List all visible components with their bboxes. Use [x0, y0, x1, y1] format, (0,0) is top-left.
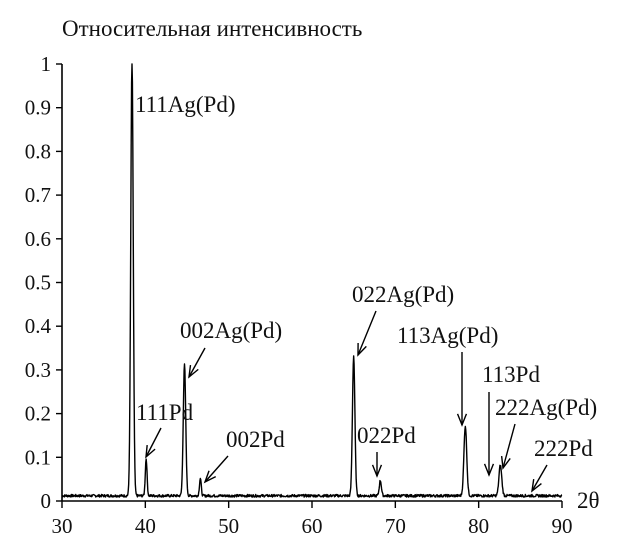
y-tick-label: 0.9: [25, 96, 51, 120]
series-group: [61, 63, 563, 498]
y-tick-label: 0: [41, 489, 52, 513]
y-tick-label: 0.7: [25, 183, 51, 207]
annotation-arrow-line: [502, 423, 516, 469]
annotation-arrow-line: [357, 310, 377, 356]
peak-label: 111Pd: [136, 400, 194, 425]
y-tick-label: 0.8: [25, 139, 51, 163]
axes: 0 0.1 0.2 0.3 0.4 0.5 0.6 0.7 0.8 0.9 1 30 40 50 60 70 8…: [25, 52, 573, 538]
peak-label: 022Pd: [357, 423, 416, 448]
annotation-arrow-line: [145, 427, 162, 458]
annotation-arrow-line: [531, 464, 548, 492]
x-tick-label: 60: [302, 514, 323, 538]
x-tick-label: 70: [385, 514, 406, 538]
annotation-arrow-head: [500, 455, 511, 470]
chart-title: Относительная интенсивность: [62, 16, 362, 41]
annotation-arrow-line: [204, 455, 229, 483]
y-tick-label: 0.2: [25, 402, 51, 426]
annotation-arrow-line: [188, 347, 206, 378]
annotation-arrow-head: [531, 479, 542, 493]
y-tick-label: 1: [41, 52, 52, 76]
x-tick-label: 30: [52, 514, 73, 538]
y-tick-label: 0.6: [25, 227, 51, 251]
y-tick-label: 0.3: [25, 358, 51, 382]
peak-label: 111Ag(Pd): [135, 92, 236, 117]
peak-label: 113Ag(Pd): [397, 323, 498, 348]
annotation-arrow-head: [456, 413, 468, 427]
peak-label: 222Ag(Pd): [495, 395, 597, 420]
peak-label: 222Pd: [534, 436, 593, 461]
peak-label: 113Pd: [482, 362, 540, 387]
peak-label: 002Pd: [226, 427, 285, 452]
annotations-group: 111Ag(Pd) 111Pd 002Ag(Pd) 002Pd 022Ag(Pd) 022…: [135, 92, 597, 493]
peak-label: 022Ag(Pd): [352, 282, 454, 307]
y-tick-label: 0.1: [25, 445, 51, 469]
annotation-arrow-head: [203, 470, 217, 484]
annotation-arrow-head: [145, 444, 156, 459]
annotation-arrow-head: [483, 463, 495, 477]
x-tick-label: 50: [218, 514, 239, 538]
y-tick-label: 0.5: [25, 271, 51, 295]
xrd-pattern-line: [61, 63, 563, 498]
x-tick-label: 80: [468, 514, 489, 538]
y-tick-label: 0.4: [25, 314, 52, 338]
peak-label: 002Ag(Pd): [180, 318, 282, 343]
annotation-arrow-head: [357, 342, 367, 357]
x-tick-label: 40: [135, 514, 156, 538]
annotation-arrow-head: [188, 365, 199, 379]
annotation-arrow-head: [371, 464, 383, 478]
x-axis-label: 2θ: [577, 488, 600, 513]
x-tick-label: 90: [552, 514, 573, 538]
